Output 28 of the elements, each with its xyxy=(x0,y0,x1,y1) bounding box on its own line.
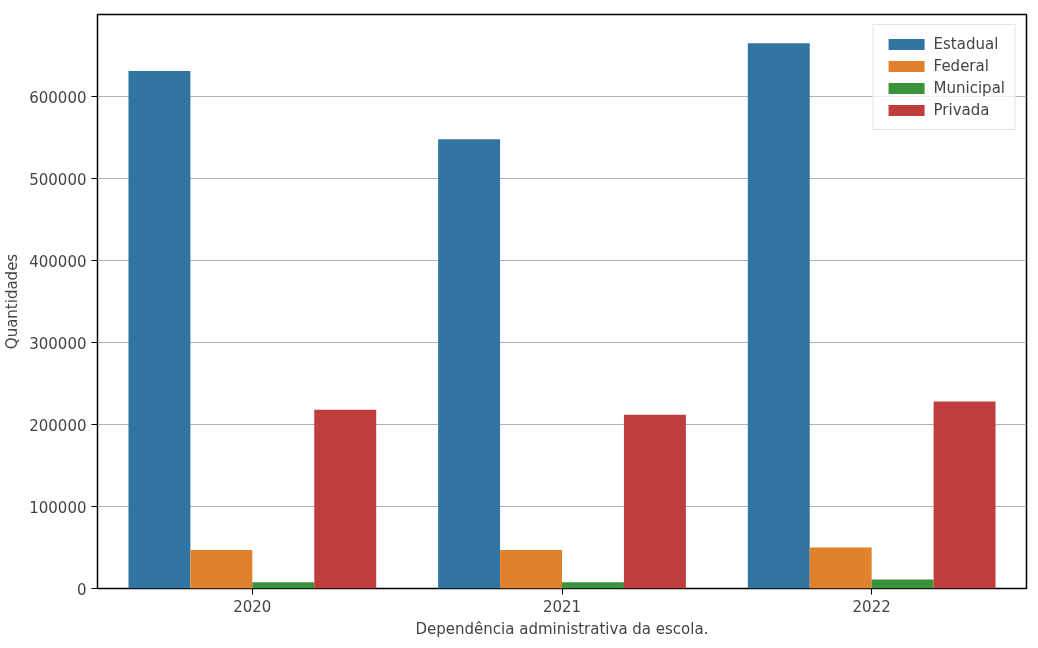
y-tick-label: 0 xyxy=(76,580,87,599)
x-axis-title: Dependência administrativa da escola. xyxy=(415,619,709,638)
bar xyxy=(500,549,562,589)
bar xyxy=(438,139,501,589)
y-tick-label: 500000 xyxy=(29,170,87,189)
bar xyxy=(623,414,686,589)
bar xyxy=(252,582,315,589)
legend-label: Federal xyxy=(933,57,989,75)
legend-label: Municipal xyxy=(933,79,1005,97)
bar xyxy=(562,582,624,589)
bar xyxy=(314,409,377,589)
x-tick-label: 2022 xyxy=(852,597,891,616)
y-axis-title: Quantidades xyxy=(3,253,22,350)
x-tick-label: 2020 xyxy=(233,597,272,616)
legend-label: Privada xyxy=(933,101,990,119)
bar xyxy=(871,579,934,589)
legend-label: Estadual xyxy=(933,35,999,53)
bar xyxy=(809,547,872,589)
bar xyxy=(747,43,810,589)
y-tick-label: 100000 xyxy=(29,498,87,517)
x-tick-label: 2021 xyxy=(542,597,582,616)
bar xyxy=(128,71,191,589)
y-tick-label: 600000 xyxy=(29,88,87,107)
y-tick-label: 200000 xyxy=(29,416,87,435)
bar xyxy=(190,549,253,589)
bar xyxy=(933,401,996,589)
y-tick-label: 400000 xyxy=(29,252,87,271)
y-tick-label: 300000 xyxy=(29,334,87,353)
